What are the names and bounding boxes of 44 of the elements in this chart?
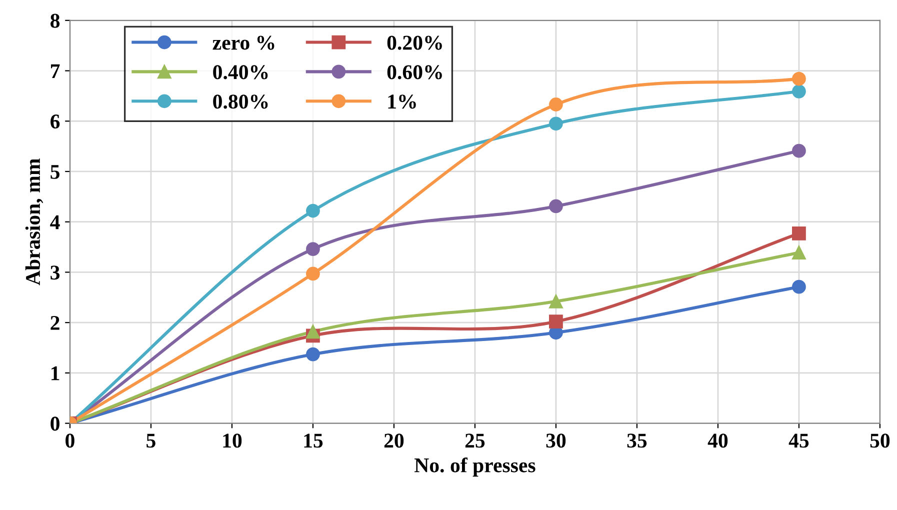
y-tick-label: 7 (51, 64, 60, 78)
x-tick-label: 0 (66, 434, 74, 448)
x-tick-label: 30 (546, 434, 566, 448)
x-axis-title: No. of presses (414, 457, 536, 477)
legend-label: 0.40% (213, 65, 268, 80)
point (549, 294, 563, 308)
point (306, 204, 320, 218)
point (306, 242, 320, 256)
y-tick-label: 8 (50, 14, 60, 28)
x-tick-label: 25 (465, 434, 485, 448)
point (306, 266, 320, 281)
point (792, 246, 806, 260)
y-axis-title: Abrasion, mm (25, 158, 44, 286)
point (792, 72, 806, 86)
legend-label: 0.20% (387, 36, 442, 50)
x-tick-label: 5 (146, 434, 156, 448)
legend-label: zero % (212, 36, 274, 50)
point (792, 144, 806, 158)
legend-label: 0.80% (213, 94, 268, 109)
y-tick-label: 5 (50, 165, 60, 179)
x-tick-label: 20 (384, 434, 404, 448)
y-tick-label: 3 (50, 266, 60, 280)
y-tick-label: 4 (50, 215, 60, 230)
point (306, 324, 320, 339)
x-tick-label: 50 (870, 434, 890, 448)
y-tick-label: 6 (50, 114, 60, 129)
x-tick-label: 40 (708, 434, 728, 448)
x-tick-label: 15 (304, 434, 323, 448)
point (792, 84, 806, 98)
y-tick-label: 0 (50, 416, 60, 431)
legend-label: 1% (388, 94, 416, 109)
point (549, 199, 563, 214)
point (549, 98, 563, 112)
point (792, 226, 806, 240)
x-tick-label: 45 (788, 434, 809, 448)
y-tick-label: 2 (50, 316, 60, 330)
legend-label: 0.60% (387, 65, 442, 80)
point (549, 314, 563, 329)
point (792, 280, 806, 294)
point (306, 347, 320, 362)
x-tick-label: 35 (627, 434, 647, 448)
y-tick-label: 1 (51, 366, 60, 380)
x-tick-label: 10 (223, 434, 242, 448)
point (549, 116, 563, 131)
